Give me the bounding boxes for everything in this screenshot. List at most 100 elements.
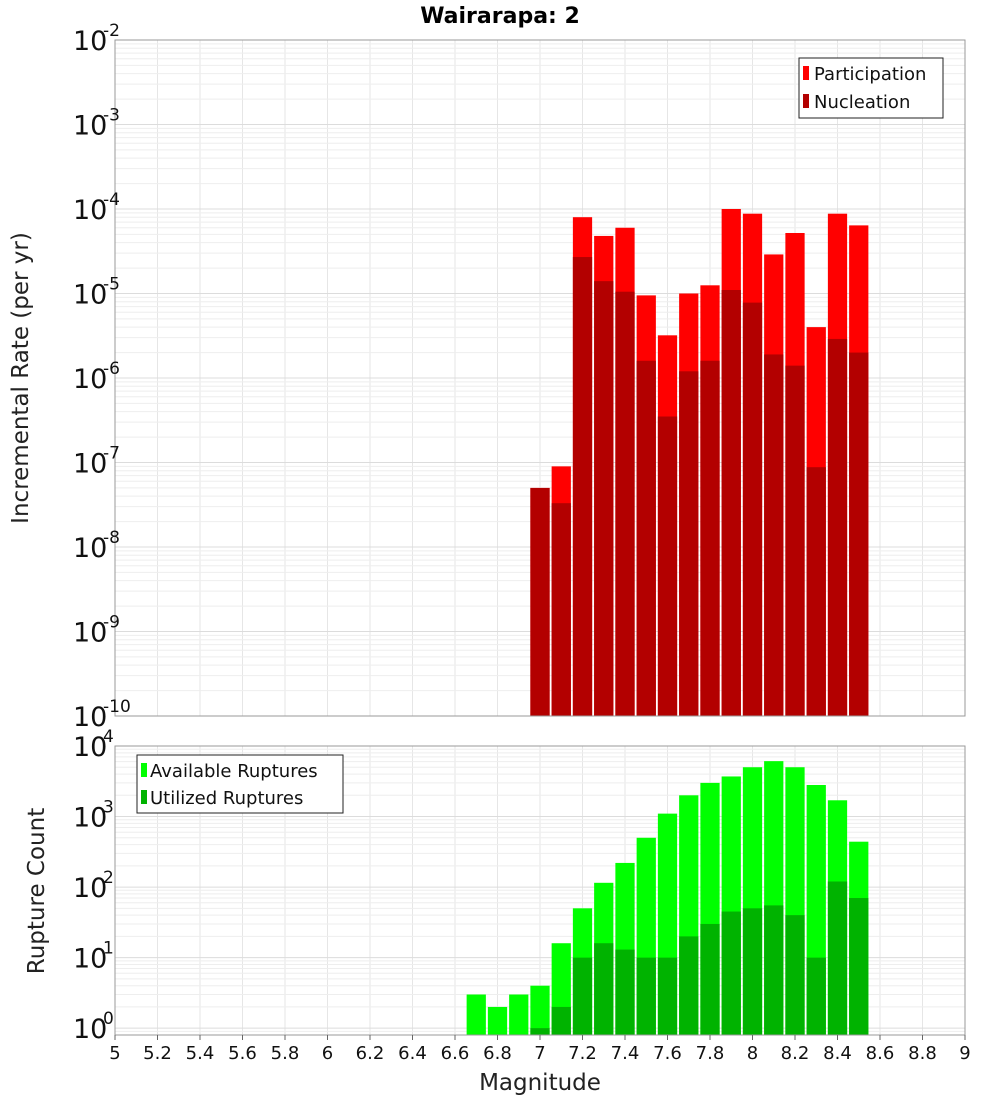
bar-nucleation <box>530 487 550 716</box>
y-tick-label: 10 <box>73 364 107 395</box>
y-tick-exponent: 0 <box>103 1009 114 1029</box>
x-tick-label: 5.2 <box>143 1043 172 1064</box>
bottom-legend: Available Ruptures Utilized Ruptures <box>136 754 344 814</box>
y-tick-exponent: 2 <box>103 868 114 888</box>
x-tick-label: 7.2 <box>568 1043 597 1064</box>
top-y-axis-label: Incremental Rate (per yr) <box>8 232 34 524</box>
top-y-ticks: 10-210-310-410-510-610-710-810-910-10 <box>73 21 131 733</box>
top-plot-frame <box>114 39 966 717</box>
bar-nucleation <box>806 467 826 716</box>
bar-utilized-ruptures <box>679 936 699 1035</box>
y-tick-exponent: -4 <box>103 190 120 210</box>
bar-nucleation <box>679 371 699 716</box>
x-tick-label: 5.8 <box>271 1043 300 1064</box>
y-tick-label: 10 <box>73 803 107 834</box>
top-legend: Participation Nucleation <box>798 57 944 119</box>
x-tick-label: 8 <box>747 1043 758 1064</box>
y-tick-label: 10 <box>73 111 107 142</box>
y-tick-exponent: -6 <box>103 359 120 379</box>
x-tick-label: 5 <box>109 1043 120 1064</box>
bar-utilized-ruptures <box>594 943 614 1035</box>
y-tick-exponent: 3 <box>103 798 114 818</box>
y-tick-label: 10 <box>73 280 107 311</box>
bar-utilized-ruptures <box>742 908 763 1035</box>
x-tick-label: 8.2 <box>781 1043 810 1064</box>
bar-utilized-ruptures <box>551 1006 571 1035</box>
x-tick-label: 6.6 <box>441 1043 470 1064</box>
y-tick-exponent: -8 <box>103 528 120 548</box>
bottom-legend-box <box>136 754 344 814</box>
y-tick-exponent: -5 <box>103 275 120 295</box>
bar-nucleation <box>764 354 784 716</box>
bar-nucleation <box>615 291 635 716</box>
x-tick-label: 6.8 <box>483 1043 512 1064</box>
x-axis-ticks: 5 5.2 5.4 5.6 5.8 6 6.2 6.4 6.6 6.8 7 7.2 7.4 7.6 7.8 8… <box>109 1035 971 1064</box>
bar-nucleation <box>551 503 571 716</box>
bar-utilized-ruptures <box>785 915 805 1035</box>
bar-nucleation <box>785 365 805 716</box>
y-tick-label: 10 <box>73 702 107 733</box>
bar-available-ruptures <box>530 985 550 1035</box>
participation-legend-label: Participation <box>814 64 926 85</box>
bar-nucleation <box>827 338 848 716</box>
y-tick-exponent: -3 <box>103 106 120 126</box>
bar-nucleation <box>742 302 763 716</box>
y-tick-label: 10 <box>73 533 107 564</box>
x-tick-label: 6.2 <box>356 1043 385 1064</box>
bar-utilized-ruptures <box>849 898 869 1035</box>
y-tick-label: 10 <box>73 944 107 975</box>
bar-nucleation <box>594 281 614 716</box>
y-tick-exponent: 4 <box>103 727 114 747</box>
bar-available-ruptures <box>487 1006 508 1035</box>
x-tick-label: 5.4 <box>186 1043 215 1064</box>
x-tick-label: 7.8 <box>696 1043 725 1064</box>
bar-nucleation <box>636 360 656 716</box>
x-tick-label: 6.4 <box>398 1043 427 1064</box>
y-tick-label: 10 <box>73 195 107 226</box>
y-tick-label: 10 <box>73 449 107 480</box>
top-plot-bars <box>530 209 869 716</box>
y-tick-label: 10 <box>73 618 107 649</box>
chart-title: Wairarapa: 2 <box>420 4 580 29</box>
x-tick-label: 7.4 <box>611 1043 640 1064</box>
y-tick-exponent: 1 <box>103 939 114 959</box>
bottom-y-axis-label: Rupture Count <box>24 808 50 974</box>
participation-swatch <box>803 66 809 80</box>
available-ruptures-swatch <box>141 763 147 777</box>
y-tick-label: 10 <box>73 26 107 57</box>
y-tick-exponent: -9 <box>103 613 120 633</box>
x-tick-label: 8.6 <box>866 1043 895 1064</box>
nucleation-legend-label: Nucleation <box>814 92 910 113</box>
y-tick-exponent: -2 <box>103 21 120 41</box>
bar-utilized-ruptures <box>827 881 848 1035</box>
nucleation-swatch <box>803 94 809 108</box>
bar-utilized-ruptures <box>572 957 593 1035</box>
y-tick-label: 10 <box>73 732 107 763</box>
available-ruptures-legend-label: Available Ruptures <box>150 761 318 782</box>
bar-nucleation <box>721 290 741 716</box>
bar-utilized-ruptures <box>657 957 678 1035</box>
x-tick-label: 6 <box>322 1043 333 1064</box>
y-tick-label: 10 <box>73 1014 107 1045</box>
bar-utilized-ruptures <box>530 1028 550 1035</box>
x-tick-label: 7 <box>534 1043 545 1064</box>
bar-nucleation <box>657 416 678 716</box>
x-tick-label: 7.6 <box>653 1043 682 1064</box>
bar-utilized-ruptures <box>615 949 635 1035</box>
bar-utilized-ruptures <box>806 957 826 1035</box>
utilized-ruptures-swatch <box>141 790 147 804</box>
x-tick-label: 8.4 <box>823 1043 852 1064</box>
bar-available-ruptures <box>509 994 529 1035</box>
bar-nucleation <box>700 360 720 716</box>
x-tick-label: 8.8 <box>908 1043 937 1064</box>
bottom-plot-bars <box>466 761 869 1035</box>
x-axis-label: Magnitude <box>479 1070 601 1096</box>
bar-utilized-ruptures <box>636 957 656 1035</box>
y-tick-label: 10 <box>73 873 107 904</box>
bar-utilized-ruptures <box>700 923 720 1035</box>
top-legend-box <box>798 57 944 119</box>
utilized-ruptures-legend-label: Utilized Ruptures <box>150 788 303 809</box>
bar-utilized-ruptures <box>721 911 741 1035</box>
